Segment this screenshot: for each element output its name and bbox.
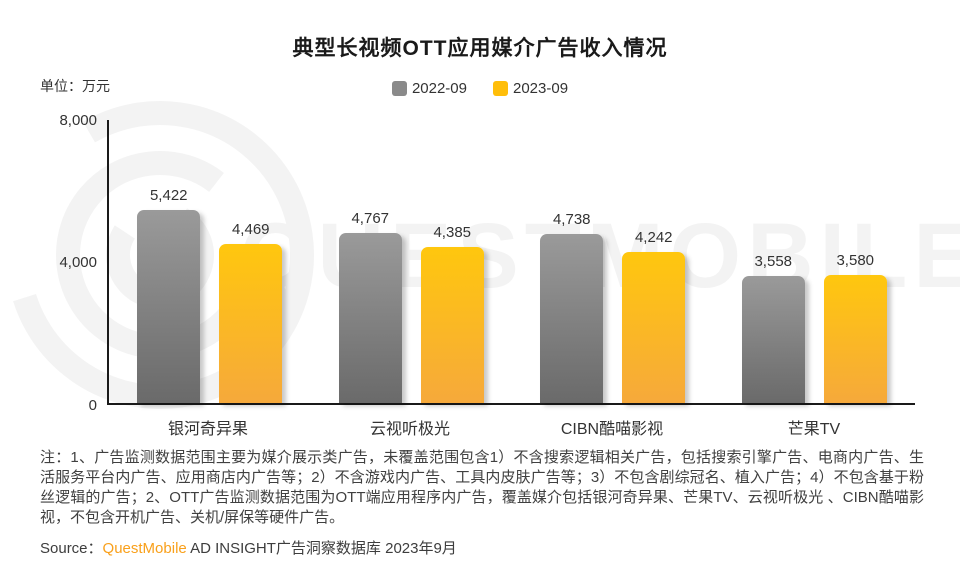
footnotes: 注：1、广告监测数据范围主要为媒介展示类广告，未覆盖范围包含1）不含搜索逻辑相关… bbox=[40, 449, 924, 526]
category-label: 芒果TV bbox=[787, 421, 841, 438]
bar-column: 4,767 bbox=[338, 210, 402, 403]
category-row: 银河奇异果 云视听极光 CIBN酷喵影视 芒果TV bbox=[107, 415, 915, 439]
y-tick-8000: 8,000 bbox=[59, 112, 97, 129]
source-rest: AD INSIGHT广告洞察数据库 2023年9月 bbox=[186, 540, 457, 557]
unit-label: 单位：万元 bbox=[40, 78, 110, 94]
category-label: 云视听极光 bbox=[369, 421, 450, 438]
chart-title: 典型长视频OTT应用媒介广告收入情况 bbox=[292, 37, 668, 60]
legend-swatch-2022 bbox=[391, 81, 407, 96]
bar-value-label: 4,738 bbox=[552, 211, 591, 228]
plot-area: 5,422 4,469 4,767 4,385 4,738 4,242 3,558 3,580 bbox=[107, 120, 915, 405]
source-brand: QuestMobile bbox=[102, 540, 187, 557]
bar-2023-09-云视听极光 bbox=[420, 247, 484, 403]
legend-item-2023: 2023-09 bbox=[493, 80, 568, 97]
bar-2023-09-CIBN酷喵影视 bbox=[622, 252, 686, 403]
bar-column: 3,558 bbox=[741, 253, 805, 403]
legend: 2022-09 2023-09 bbox=[0, 80, 960, 97]
bar-value-label: 3,558 bbox=[754, 253, 793, 270]
legend-swatch-2023 bbox=[493, 81, 508, 96]
bar-value-label: 4,767 bbox=[351, 210, 390, 227]
legend-label-2023: 2023-09 bbox=[513, 80, 569, 97]
bar-group: 3,558 3,580 bbox=[741, 252, 887, 403]
bar-value-label: 4,469 bbox=[231, 221, 270, 238]
source-prefix: Source： bbox=[40, 540, 103, 557]
legend-label-2022: 2022-09 bbox=[411, 80, 467, 97]
bar-group: 4,767 4,385 bbox=[338, 210, 484, 403]
legend-item-2022: 2022-09 bbox=[391, 80, 467, 97]
bar-group: 5,422 4,469 bbox=[137, 187, 283, 403]
bar-2023-09-银河奇异果 bbox=[219, 244, 283, 403]
bar-2022-09-云视听极光 bbox=[338, 233, 402, 403]
bar-2022-09-CIBN酷喵影视 bbox=[540, 234, 604, 403]
bar-column: 4,738 bbox=[540, 211, 604, 403]
bar-value-label: 3,580 bbox=[836, 252, 875, 269]
bar-column: 4,242 bbox=[622, 229, 686, 403]
y-tick-0: 0 bbox=[88, 397, 97, 414]
category-label: CIBN酷喵影视 bbox=[560, 421, 664, 438]
bar-value-label: 5,422 bbox=[149, 187, 188, 204]
bar-value-label: 4,242 bbox=[634, 229, 673, 246]
bar-column: 5,422 bbox=[137, 187, 201, 403]
bar-2022-09-银河奇异果 bbox=[137, 210, 201, 403]
source-line: Source：QuestMobile AD INSIGHT广告洞察数据库 202… bbox=[40, 537, 457, 558]
bar-column: 3,580 bbox=[823, 252, 887, 403]
bar-group: 4,738 4,242 bbox=[540, 211, 686, 403]
category-label: 银河奇异果 bbox=[167, 421, 248, 438]
y-tick-4000: 4,000 bbox=[59, 254, 97, 271]
bar-column: 4,385 bbox=[420, 224, 484, 403]
bar-2022-09-芒果TV bbox=[741, 276, 805, 403]
bar-value-label: 4,385 bbox=[433, 224, 472, 241]
bar-2023-09-芒果TV bbox=[823, 275, 887, 403]
bar-column: 4,469 bbox=[219, 221, 283, 403]
